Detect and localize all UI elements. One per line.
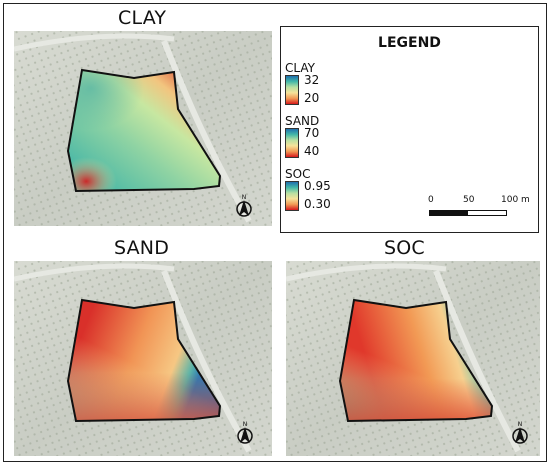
legend: LEGEND CLAY 32 20 SAND 70 40 SOC 0.95 0.… [280,26,539,233]
legend-sand-label: SAND [285,114,320,128]
clay-panel-title: CLAY [118,7,167,29]
svg-text:N: N [518,421,523,428]
north-arrow-icon: N [237,421,253,444]
field-clay-surface-overlay [68,70,220,191]
legend-clay-label: CLAY [285,61,315,75]
road [161,269,252,453]
scale-bar [429,210,507,216]
legend-soc-ramp [285,181,299,211]
legend-soc-label: SOC [285,167,311,181]
sand-map [14,261,272,456]
legend-clay-ramp [285,75,299,105]
sand-panel-title: SAND [114,237,170,259]
field-boundary [338,298,494,423]
road [286,263,447,282]
legend-sand-ramp [285,128,299,158]
clay-map [14,31,272,226]
road [161,39,252,223]
scale-tick-0: 0 [428,195,434,205]
field-boundary [66,68,222,193]
north-arrow-icon: N [512,421,528,444]
svg-text:N: N [243,421,248,428]
field-boundary [66,298,222,423]
legend-sand-min: 40 [304,144,320,158]
road [14,33,175,52]
svg-text:N: N [242,194,247,201]
legend-soc-min: 0.30 [304,197,331,211]
legend-soc-max: 0.95 [304,179,331,193]
scale-tick-50: 50 [463,195,475,205]
road [433,269,521,453]
field-sand-surface-overlay [68,300,220,421]
figure-frame: CLAY [3,3,547,462]
legend-sand-max: 70 [304,126,320,140]
road [14,263,175,282]
north-arrow-icon: N [236,194,252,217]
soc-map [286,261,540,456]
legend-title: LEGEND [378,35,441,51]
soc-panel-title: SOC [384,237,425,259]
scale-bar-black-segment [430,211,468,215]
legend-clay-min: 20 [304,91,320,105]
legend-clay-max: 32 [304,73,320,87]
field-soc-surface-overlay [340,300,492,421]
scale-tick-100: 100 m [501,195,530,205]
